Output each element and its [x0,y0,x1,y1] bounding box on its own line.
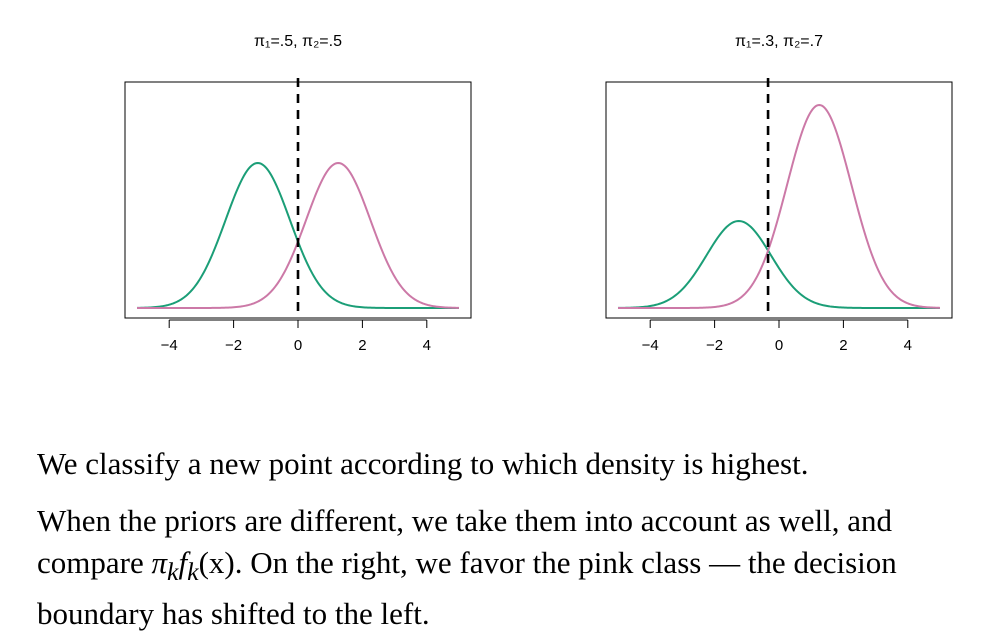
math-pi: πkfk [151,545,199,587]
paragraph-priors: When the priors are different, we take t… [37,500,987,635]
chart-panel-2: π₁=.3, π₂=.7 −4 −2 0 2 4 [605,33,953,354]
x-tick-label: −2 [225,337,242,354]
density-curve-pink [618,103,941,309]
x-tick-label: 2 [839,337,847,354]
paragraph-priors-part2: . On the right, we favor the pink class … [37,545,897,632]
x-tick-label: 2 [358,337,366,354]
plot-frame [605,81,953,319]
x-tick-label: 0 [775,337,783,354]
x-tick-label: −4 [642,337,659,354]
x-tick-label: −4 [161,337,178,354]
paragraph-priors-part1: When the priors are different, we take t… [37,503,893,580]
chart-title: π₁=.3, π₂=.7 [735,33,823,50]
math-arg: (x) [198,545,235,580]
x-tick-label: 4 [423,337,431,354]
x-tick-label: −2 [706,337,723,354]
charts-area: π₁=.5, π₂=.5 −4 −2 0 2 4 π₁=.3, π₂=.7 −4 −2 0 2 4 [124,33,953,354]
chart-title: π₁=.5, π₂=.5 [254,33,342,50]
paragraph-classify: We classify a new point according to whi… [37,446,809,481]
density-curve-green [617,219,940,309]
x-tick-label: 4 [904,337,912,354]
x-tick-label: 0 [294,337,302,354]
chart-panel-1: π₁=.5, π₂=.5 −4 −2 0 2 4 [124,33,472,354]
